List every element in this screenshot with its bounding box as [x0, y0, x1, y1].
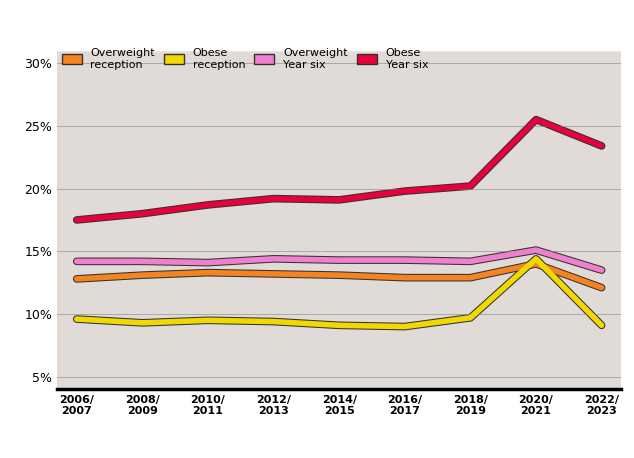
- Text: HOW ENGLAND'S CHILDREN HAVE GOTTEN FATTER OVER TIME: HOW ENGLAND'S CHILDREN HAVE GOTTEN FATTE…: [36, 16, 634, 34]
- Legend: Overweight
reception, Obese
reception, Overweight
Year six, Obese
Year six: Overweight reception, Obese reception, O…: [57, 44, 432, 74]
